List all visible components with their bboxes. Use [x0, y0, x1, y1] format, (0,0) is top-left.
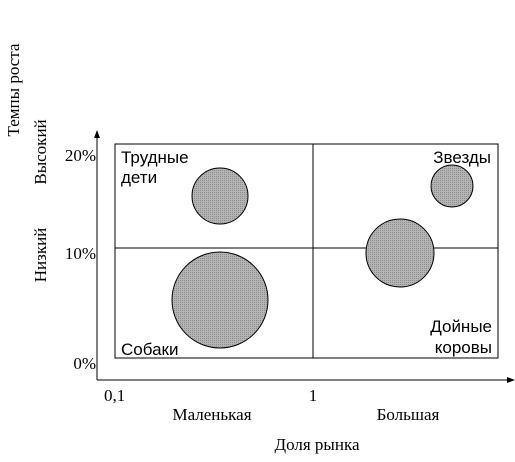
- y-level-high: Высокий: [31, 119, 50, 184]
- y-axis-title: Темпы роста: [4, 43, 23, 136]
- quadrant-label-dogs: Собаки: [121, 340, 178, 359]
- x-tick-0-1: 0,1: [104, 386, 125, 405]
- quadrant-label-question-marks-line2: дети: [121, 168, 157, 187]
- quadrant-label-stars: Звезды: [433, 148, 491, 167]
- x-level-large: Большая: [377, 405, 440, 424]
- bubble-star: [430, 164, 474, 208]
- y-tick-10: 10%: [65, 244, 96, 263]
- x-tick-1: 1: [309, 386, 318, 405]
- bubble-dog: [171, 251, 269, 349]
- y-axis-arrow: [94, 130, 100, 138]
- quadrant-label-question-marks-line1: Трудные: [121, 148, 189, 167]
- x-level-small: Маленькая: [172, 405, 251, 424]
- quadrant-label-cash-cows-line2: коровы: [435, 338, 492, 357]
- y-level-low: Низкий: [31, 228, 50, 283]
- x-axis-title: Доля рынка: [275, 435, 360, 454]
- bubble-cash-cow: [365, 218, 435, 288]
- y-tick-0: 0%: [73, 354, 96, 373]
- y-tick-20: 20%: [65, 146, 96, 165]
- matrix-frame: [114, 143, 499, 359]
- x-axis-arrow: [507, 377, 515, 383]
- bubble-question-mark: [191, 167, 249, 225]
- quadrant-label-cash-cows-line1: Дойные: [430, 317, 492, 336]
